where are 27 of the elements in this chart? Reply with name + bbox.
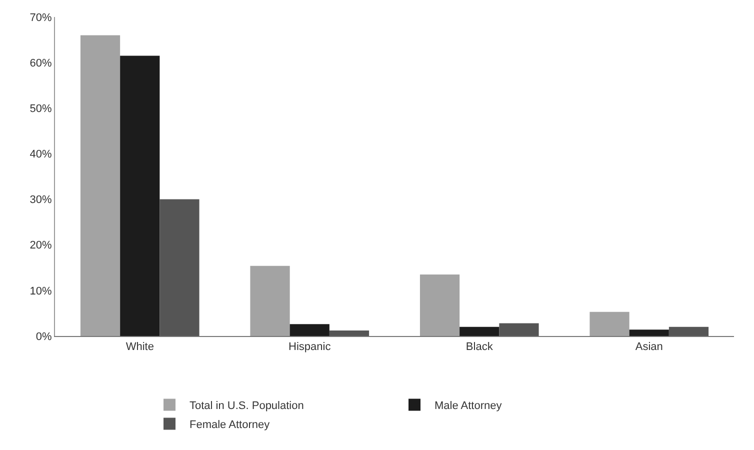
bar (590, 312, 630, 336)
bar (250, 266, 290, 336)
bar (290, 324, 330, 336)
y-tick-label: 50% (30, 102, 52, 115)
bar (499, 323, 539, 336)
y-tick-label: 40% (30, 148, 52, 161)
bar (668, 326, 709, 336)
x-tick-label: Asian (635, 341, 663, 354)
y-tick-label: 20% (30, 240, 52, 252)
y-tick-label: 0% (36, 330, 52, 343)
x-tick-label: Hispanic (288, 341, 332, 354)
bar (80, 35, 120, 336)
bar (120, 56, 160, 336)
bar (629, 330, 669, 336)
bar (460, 326, 500, 336)
y-tick-label: 60% (30, 57, 52, 70)
bar (160, 199, 200, 336)
legend-label: Female Attorney (190, 419, 270, 432)
y-tick-label: 30% (30, 194, 52, 206)
y-tick-label: 10% (30, 285, 52, 298)
bar (329, 330, 370, 336)
legend-label: Total in U.S. Population (190, 400, 304, 412)
legend-label: Male Attorney (434, 400, 502, 412)
bar (420, 274, 460, 336)
y-tick-label: 70% (30, 12, 52, 24)
x-tick-label: Black (466, 341, 494, 354)
x-tick-label: White (126, 341, 154, 354)
